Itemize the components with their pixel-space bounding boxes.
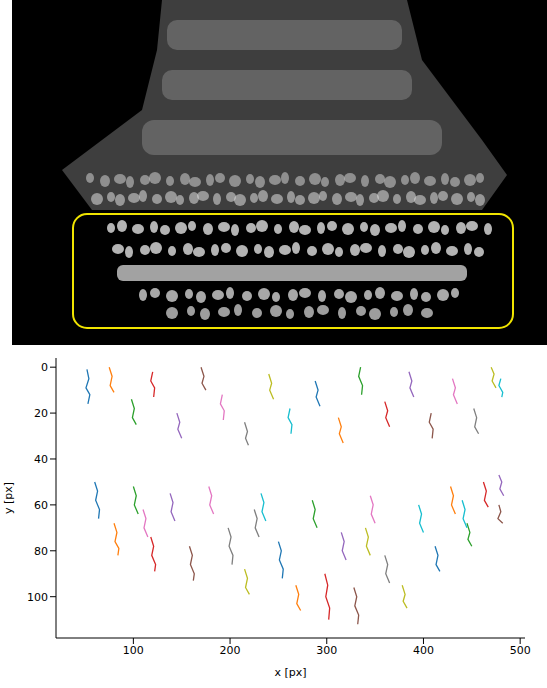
svg-text:400: 400 — [413, 644, 434, 657]
svg-text:40: 40 — [34, 453, 48, 466]
svg-text:0: 0 — [41, 361, 48, 374]
svg-text:500: 500 — [510, 644, 531, 657]
svg-text:100: 100 — [123, 644, 144, 657]
svg-text:y [px]: y [px] — [2, 482, 15, 514]
svg-text:200: 200 — [220, 644, 241, 657]
svg-text:x [px]: x [px] — [274, 666, 306, 679]
svg-text:100: 100 — [27, 591, 48, 604]
svg-text:20: 20 — [34, 407, 48, 420]
svg-text:60: 60 — [34, 499, 48, 512]
svg-text:80: 80 — [34, 545, 48, 558]
svg-text:300: 300 — [316, 644, 337, 657]
